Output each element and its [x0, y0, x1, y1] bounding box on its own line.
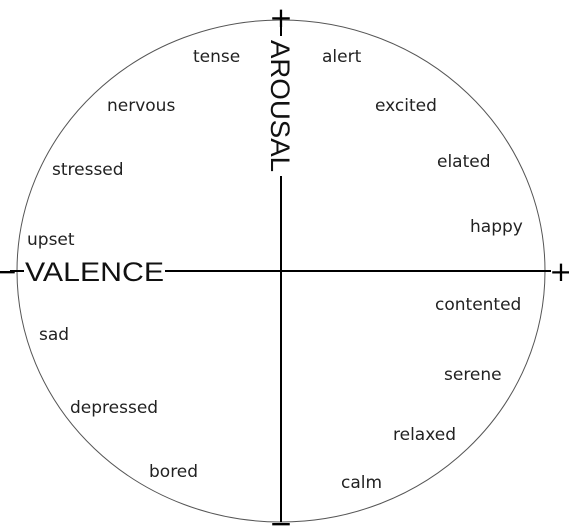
emotion-contented: contented: [435, 295, 521, 315]
emotion-happy: happy: [470, 217, 523, 237]
arousal-positive-sign: +: [269, 1, 292, 34]
valence-negative-sign: −: [0, 255, 18, 288]
emotion-excited: excited: [375, 96, 437, 116]
emotion-serene: serene: [444, 365, 502, 385]
emotion-sad: sad: [39, 325, 69, 345]
emotion-elated: elated: [437, 152, 491, 172]
valence-axis-label: VALENCE: [25, 257, 164, 287]
arousal-label-backdrop: [269, 36, 295, 176]
emotion-nervous: nervous: [107, 96, 175, 116]
emotion-relaxed: relaxed: [393, 425, 456, 445]
emotion-stressed: stressed: [52, 160, 124, 180]
emotion-tense: tense: [193, 47, 240, 67]
emotion-calm: calm: [341, 473, 382, 493]
emotion-depressed: depressed: [70, 398, 158, 418]
arousal-negative-sign: −: [269, 507, 292, 526]
emotion-alert: alert: [322, 47, 362, 67]
valence-positive-sign: +: [549, 255, 569, 288]
emotion-bored: bored: [149, 462, 198, 482]
emotion-upset: upset: [27, 230, 75, 250]
arousal-axis-label: AROUSAL: [265, 40, 295, 172]
